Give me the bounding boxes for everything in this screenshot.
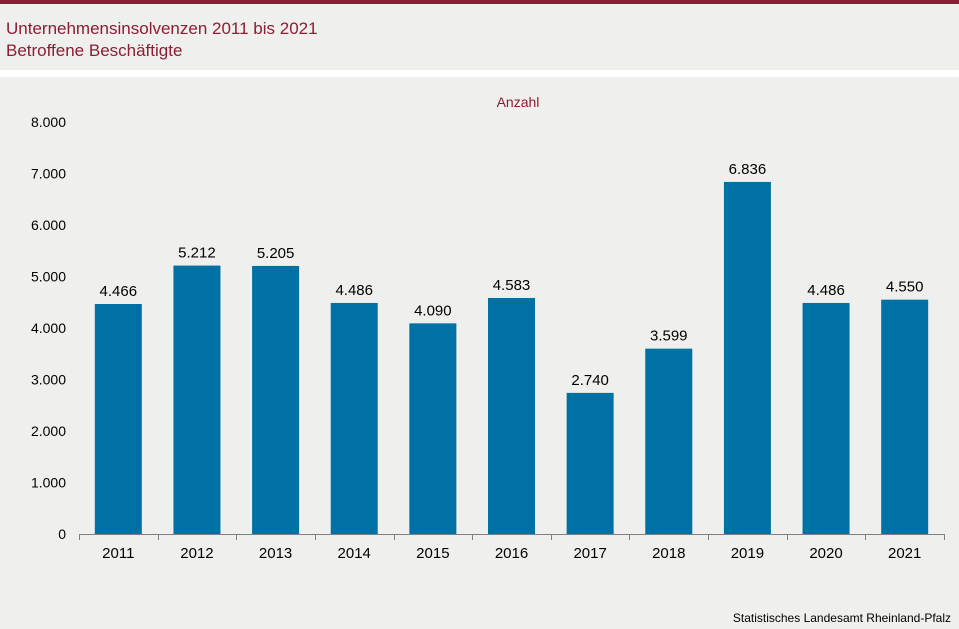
chart-subtitle: Betroffene Beschäftigte [6,41,183,60]
value-label: 4.550 [886,279,924,296]
x-tick-label: 2019 [731,545,764,562]
x-tick-label: 2015 [416,545,449,562]
y-tick-label: 2.000 [31,423,66,439]
y-tick-label: 5.000 [31,269,66,285]
value-label: 3.599 [650,328,688,345]
bar-2020 [802,302,850,534]
x-tick-label: 2016 [495,545,528,562]
x-tick-label: 2017 [573,545,606,562]
x-tick-label: 2012 [180,545,213,562]
x-tick-label: 2021 [888,545,921,562]
y-tick-label: 3.000 [31,372,66,388]
bar-2019 [723,181,771,535]
value-label: 4.090 [414,302,452,319]
bar-2021 [881,299,929,534]
y-tick-label: 4.000 [31,320,66,336]
chart-title: Unternehmensinsolvenzen 2011 bis 2021 [6,19,318,38]
value-label: 4.583 [493,277,531,294]
value-label: 5.205 [257,245,295,262]
bar-2013 [252,265,300,534]
bar-2011 [94,304,142,534]
bar-2016 [488,297,535,534]
top-accent-rule [0,0,959,4]
value-label: 6.836 [729,161,767,178]
value-label: 4.486 [807,282,845,299]
value-label: 5.212 [178,245,216,262]
y-tick-label: 7.000 [31,166,66,182]
y-axis-label: Anzahl [497,94,540,110]
value-label: 2.740 [571,372,609,389]
y-tick-label: 8.000 [31,114,66,130]
bar-2017 [566,392,614,534]
source-note: Statistisches Landesamt Rheinland-Pfalz [732,611,951,625]
plot-panel [0,77,959,629]
value-label: 4.466 [100,283,138,300]
y-tick-label: 6.000 [31,217,66,233]
x-tick-label: 2011 [102,545,134,562]
y-tick-label: 0 [58,526,66,542]
x-tick-label: 2013 [259,545,292,562]
value-label: 4.486 [335,282,373,299]
bar-2015 [409,323,457,534]
y-tick-label: 1.000 [31,475,66,491]
bar-2012 [173,265,221,534]
x-tick-label: 2020 [809,545,842,562]
chart-header: Unternehmensinsolvenzen 2011 bis 2021 Be… [0,4,959,70]
x-tick-label: 2018 [652,545,685,562]
x-tick-label: 2014 [338,545,371,562]
bar-2018 [645,348,693,534]
bar-2014 [330,302,378,534]
